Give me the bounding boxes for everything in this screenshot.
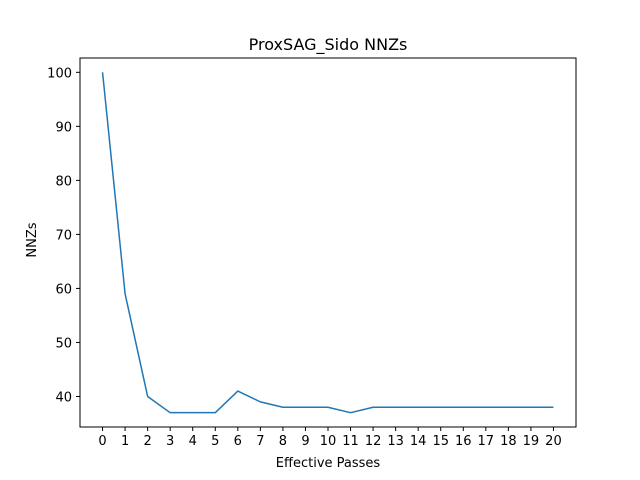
y-tick-label: 100 (47, 66, 72, 81)
x-tick-label: 5 (211, 434, 219, 449)
x-tick-label: 6 (234, 434, 242, 449)
x-tick-label: 7 (256, 434, 264, 449)
plot-area (79, 57, 577, 428)
y-tick-label: 90 (55, 120, 72, 135)
chart-title: ProxSAG_Sido NNZs (249, 35, 408, 55)
x-tick-label: 8 (279, 434, 287, 449)
x-tick-label: 13 (387, 434, 404, 449)
x-tick-label: 12 (365, 434, 382, 449)
y-axis: 40 50 60 70 80 90 100 (47, 66, 80, 405)
x-tick-label: 4 (189, 434, 197, 449)
y-tick-label: 40 (55, 390, 72, 405)
x-tick-label: 3 (166, 434, 174, 449)
x-tick-label: 0 (98, 434, 106, 449)
x-tick-label: 17 (478, 434, 495, 449)
x-axis: 0 1 2 3 4 5 6 7 8 9 10 11 12 13 14 15 16 17 18 19 20 (98, 427, 562, 449)
y-tick-label: 70 (55, 228, 72, 243)
x-tick-label: 19 (523, 434, 540, 449)
x-tick-label: 2 (143, 434, 151, 449)
x-tick-label: 10 (320, 434, 337, 449)
plot-frame (79, 57, 577, 428)
x-tick-label: 9 (301, 434, 309, 449)
x-tick-label: 1 (121, 434, 129, 449)
y-axis-title: NNZs (25, 222, 40, 257)
x-tick-label: 15 (432, 434, 449, 449)
x-tick-label: 14 (410, 434, 427, 449)
y-tick-label: 60 (55, 282, 72, 297)
x-tick-label: 20 (545, 434, 562, 449)
y-tick-label: 50 (55, 336, 72, 351)
x-axis-title: Effective Passes (276, 456, 381, 471)
y-tick-label: 80 (55, 174, 72, 189)
x-tick-label: 16 (455, 434, 472, 449)
x-tick-label: 18 (500, 434, 517, 449)
series-line-0 (101, 72, 554, 414)
x-tick-label: 11 (342, 434, 359, 449)
